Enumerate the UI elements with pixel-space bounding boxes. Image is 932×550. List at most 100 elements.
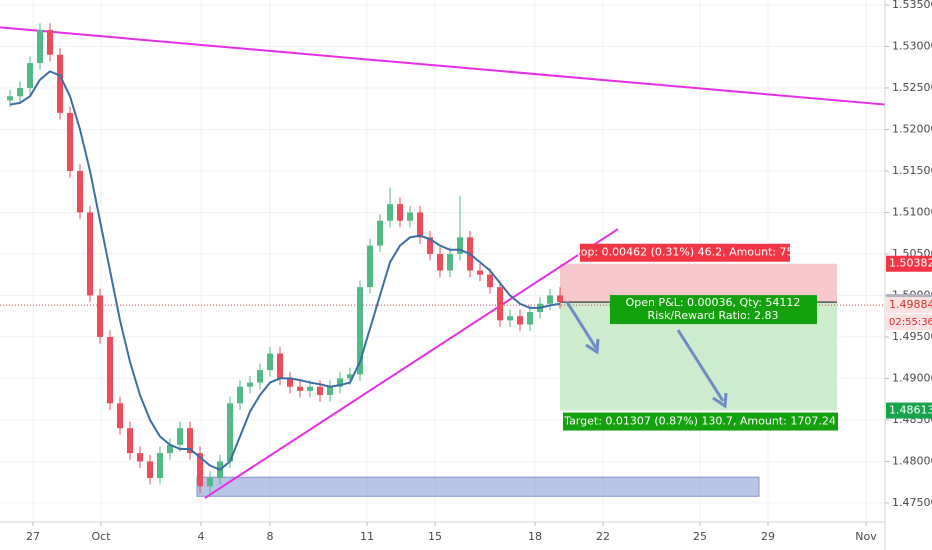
candle-body — [487, 274, 493, 288]
candle-body — [57, 54, 63, 113]
candle-body — [187, 428, 193, 454]
candle-body — [177, 428, 183, 445]
x-tick-label: 11 — [360, 530, 374, 543]
y-tick-label: 1.52000 — [892, 122, 932, 135]
candle-body — [507, 316, 513, 321]
candle-body — [77, 170, 83, 213]
indicator-line — [9, 70, 561, 471]
trend-line — [204, 228, 619, 499]
y-tick-label: 1.47500 — [892, 496, 932, 509]
candle-body — [147, 461, 153, 479]
candle-body — [417, 212, 423, 238]
candle-body — [337, 378, 343, 387]
y-tick-label: 1.51000 — [892, 205, 932, 218]
y-tick-label: 1.51500 — [892, 164, 932, 177]
y-tick-label: 1.52500 — [892, 81, 932, 94]
price-badge-label: 1.48613 — [889, 404, 932, 417]
candle-body — [347, 374, 353, 379]
candle-body — [377, 220, 383, 246]
candle-body — [367, 245, 373, 288]
x-tick-label: 18 — [528, 530, 542, 543]
candle-body — [267, 353, 273, 371]
candles — [7, 23, 563, 493]
candle-body — [277, 353, 283, 379]
trend-line — [0, 26, 886, 106]
candle-body — [117, 403, 123, 429]
x-tick-label: 8 — [267, 530, 274, 543]
candle-body — [517, 316, 523, 325]
candle-body — [547, 295, 553, 304]
y-tick-label: 1.53500 — [892, 0, 932, 11]
y-tick-label: 1.49000 — [892, 371, 932, 384]
candle-body — [107, 336, 113, 404]
candle-body — [207, 478, 213, 487]
x-tick-label: 27 — [26, 530, 40, 543]
x-tick-label: 15 — [428, 530, 442, 543]
price-badge-label: 1.49884 — [889, 298, 932, 311]
stop-label: Stop: 0.00462 (0.31%) 46.2, Amount: 750 — [569, 246, 800, 259]
candle-body — [47, 29, 53, 55]
candle-body — [427, 237, 433, 254]
x-tick-label: Oct — [91, 530, 111, 543]
target-label: Target: 0.01307 (0.87%) 130.7, Amount: 1… — [563, 415, 836, 428]
x-tick-label: 4 — [198, 530, 205, 543]
candle-body — [477, 270, 483, 275]
candle-body — [307, 386, 313, 391]
y-tick-label: 1.49500 — [892, 330, 932, 343]
candle-body — [137, 453, 143, 462]
countdown: 02:55:36 — [889, 317, 932, 328]
candle-body — [527, 312, 533, 325]
candle-body — [27, 63, 33, 88]
x-tick-label: 29 — [761, 530, 775, 543]
candle-body — [197, 453, 203, 487]
candle-body — [7, 96, 13, 101]
price-badge — [886, 297, 932, 314]
candle-body — [387, 204, 393, 221]
overlay: Stop: 0.00462 (0.31%) 46.2, Amount: 750 O… — [563, 243, 838, 431]
candle-body — [357, 287, 363, 375]
candle-body — [397, 204, 403, 221]
candle-body — [67, 112, 73, 171]
candle-body — [557, 295, 563, 303]
candle-body — [257, 370, 263, 383]
candle-body — [97, 295, 103, 337]
candle-body — [127, 428, 133, 454]
candle-body — [227, 403, 233, 462]
target-label-box — [563, 412, 838, 431]
x-tick-label: 22 — [596, 530, 610, 543]
price-badge — [886, 255, 932, 272]
candle-body — [247, 382, 253, 387]
candle-body — [327, 386, 333, 396]
candle-body — [317, 386, 323, 396]
candle-body — [297, 386, 303, 391]
zone — [196, 476, 760, 497]
candle-body — [157, 453, 163, 479]
rr-label: Risk/Reward Ratio: 2.83 — [648, 309, 779, 322]
x-tick-label: Nov — [855, 530, 877, 543]
x-tick-label: 25 — [693, 530, 707, 543]
candle-body — [167, 444, 173, 454]
candle-body — [37, 29, 43, 64]
candle-body — [17, 87, 23, 97]
price-badge-label: 1.50382 — [889, 257, 932, 270]
candle-body — [437, 253, 443, 271]
y-tick-label: 1.48000 — [892, 454, 932, 467]
candle-body — [497, 287, 503, 321]
countdown-badge — [886, 314, 932, 331]
price-badge — [886, 402, 932, 419]
stop-label-box — [580, 243, 790, 262]
candle-body — [287, 378, 293, 387]
pnl-label: Open P&L: 0.00036, Qty: 54112 — [626, 296, 801, 309]
candle-body — [237, 386, 243, 404]
arrow — [565, 301, 728, 409]
y-tick-label: 1.53000 — [892, 39, 932, 52]
drawings — [0, 26, 886, 499]
candle-body — [457, 237, 463, 254]
candle-body — [407, 212, 413, 221]
pnl-label-box — [610, 295, 817, 325]
candle-body — [87, 212, 93, 296]
candle-body — [447, 253, 453, 271]
